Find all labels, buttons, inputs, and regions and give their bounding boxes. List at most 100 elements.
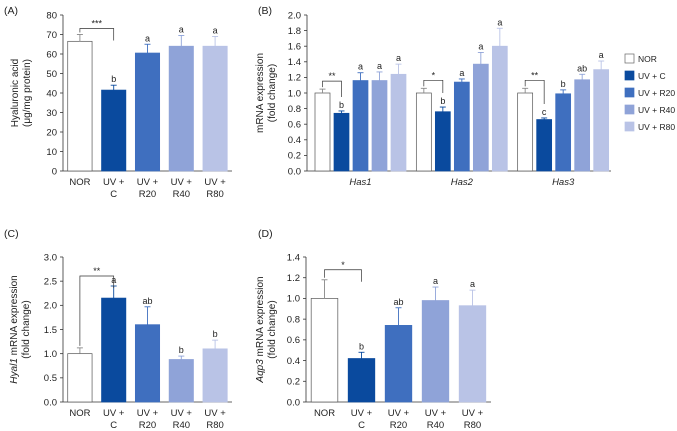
bar xyxy=(134,52,161,172)
x-tick-label: UV + xyxy=(171,177,193,188)
bar xyxy=(593,69,610,172)
y-axis-label-line: (fold change) xyxy=(267,300,278,358)
y-tick-label: 2.0 xyxy=(44,301,57,312)
y-tick-label: 0.8 xyxy=(287,314,300,325)
y-tick-label: 2.0 xyxy=(288,10,301,21)
significance-bracket xyxy=(79,28,115,41)
y-axis-label: Hyaluronic acid (μg/mg protein) xyxy=(10,59,33,127)
x-tick-label: UV + xyxy=(204,408,226,419)
x-tick-label: R80 xyxy=(206,189,223,200)
bar xyxy=(434,111,451,172)
significance-bracket xyxy=(324,269,362,282)
legend-label: UV + R80 xyxy=(638,122,675,132)
x-tick-label: C xyxy=(358,420,365,431)
y-tick-label: 40 xyxy=(46,88,57,99)
bar xyxy=(574,79,591,172)
y-tick-label: 80 xyxy=(46,10,57,21)
y-tick-label: 0.8 xyxy=(288,104,301,115)
y-tick-label: 3.0 xyxy=(44,252,57,263)
bar xyxy=(421,300,450,403)
bar xyxy=(458,305,487,403)
x-group-label: Has2 xyxy=(451,177,474,188)
y-tick-label: 20 xyxy=(46,127,57,138)
x-tick-label: NOR xyxy=(314,408,335,419)
y-tick-label: 0.6 xyxy=(288,120,301,131)
panel-0: (A) 0 10 20 30 40 50 60 70 80 Hyaluronic acid (μg/m… xyxy=(4,5,232,200)
bar xyxy=(67,353,93,403)
legend-label: UV + R40 xyxy=(638,105,675,115)
legend-swatch xyxy=(624,104,635,115)
significance-letter: b xyxy=(339,100,344,110)
bar xyxy=(347,358,376,403)
y-tick-label: 0.5 xyxy=(44,373,57,384)
y-tick-label: 0.0 xyxy=(287,397,300,408)
y-tick-label: 0.6 xyxy=(287,335,300,346)
significance-letter: a xyxy=(358,62,363,72)
bar xyxy=(314,92,331,172)
bar xyxy=(453,81,470,172)
significance-letter: a xyxy=(478,41,483,51)
y-axis-label-line: Hyal1 mRNA expression xyxy=(9,275,20,383)
legend-swatch xyxy=(624,70,635,81)
y-axis-label-line: Aqp3 mRNA expression xyxy=(255,276,266,383)
x-tick-label: R20 xyxy=(390,420,407,431)
significance-bracket xyxy=(322,80,342,97)
x-tick-label: R80 xyxy=(206,420,223,431)
legend-label: UV + C xyxy=(638,71,666,81)
significance-letter: a xyxy=(433,276,438,286)
bar xyxy=(168,45,194,172)
bar xyxy=(168,359,194,403)
bar xyxy=(134,324,161,403)
significance-letter: b xyxy=(213,329,218,339)
significance-letter: ab xyxy=(393,297,403,307)
bar xyxy=(202,45,228,172)
y-tick-label: 1.4 xyxy=(287,252,300,263)
significance-bracket xyxy=(524,79,545,104)
significance-marker: ** xyxy=(531,70,539,80)
x-tick-label: UV + xyxy=(103,177,125,188)
y-tick-label: 0.4 xyxy=(287,356,300,367)
significance-marker: * xyxy=(341,260,345,270)
x-tick-label: UV + xyxy=(462,408,484,419)
bar xyxy=(536,119,553,172)
y-tick-label: 1.0 xyxy=(288,88,301,99)
y-tick-label: 0.0 xyxy=(44,397,57,408)
x-tick-label: UV + xyxy=(103,408,125,419)
panel-label: (B) xyxy=(258,5,272,17)
y-tick-label: 1.5 xyxy=(44,325,57,336)
legend-label: UV + R20 xyxy=(638,88,675,98)
y-axis-label-line: (fold change) xyxy=(267,64,278,122)
x-tick-label: UV + xyxy=(388,408,410,419)
panel-2: (C) 0.0 0.5 1.0 1.5 2.0 2.5 3.0 Hyal1 mRNA expre… xyxy=(4,228,232,431)
y-tick-label: 1.2 xyxy=(287,273,300,284)
y-axis-label-line: (μg/mg protein) xyxy=(22,59,33,127)
x-tick-label: R80 xyxy=(464,420,481,431)
y-tick-label: 1.2 xyxy=(288,73,301,84)
legend-swatch xyxy=(624,121,635,132)
x-group-label: Has3 xyxy=(552,177,575,188)
x-tick-label: UV + xyxy=(137,177,159,188)
bar xyxy=(555,93,572,172)
significance-letter: a xyxy=(599,50,604,60)
x-tick-label: R40 xyxy=(173,189,190,200)
x-tick-label: UV + xyxy=(137,408,159,419)
y-tick-label: 10 xyxy=(46,147,57,158)
bar xyxy=(415,92,432,172)
y-tick-label: 0.4 xyxy=(288,135,301,146)
x-tick-label: NOR xyxy=(69,408,90,419)
x-tick-label: C xyxy=(110,420,117,431)
bar xyxy=(352,80,369,172)
y-tick-label: 70 xyxy=(46,30,57,41)
y-tick-label: 1.0 xyxy=(44,349,57,360)
significance-marker: *** xyxy=(92,19,103,29)
bar xyxy=(101,297,127,403)
x-tick-label: UV + xyxy=(171,408,193,419)
x-group-label: Has1 xyxy=(349,177,371,188)
panel-label: (C) xyxy=(4,228,19,240)
y-tick-label: 0.2 xyxy=(288,151,301,162)
bar xyxy=(517,92,534,172)
x-tick-label: UV + xyxy=(425,408,447,419)
y-tick-label: 2.5 xyxy=(44,276,57,287)
panel-1: (B) 0.0 0.2 0.4 0.6 0.8 1.0 1.2 1.4 1.6 1.8 2.0 mRNA… xyxy=(255,5,611,188)
